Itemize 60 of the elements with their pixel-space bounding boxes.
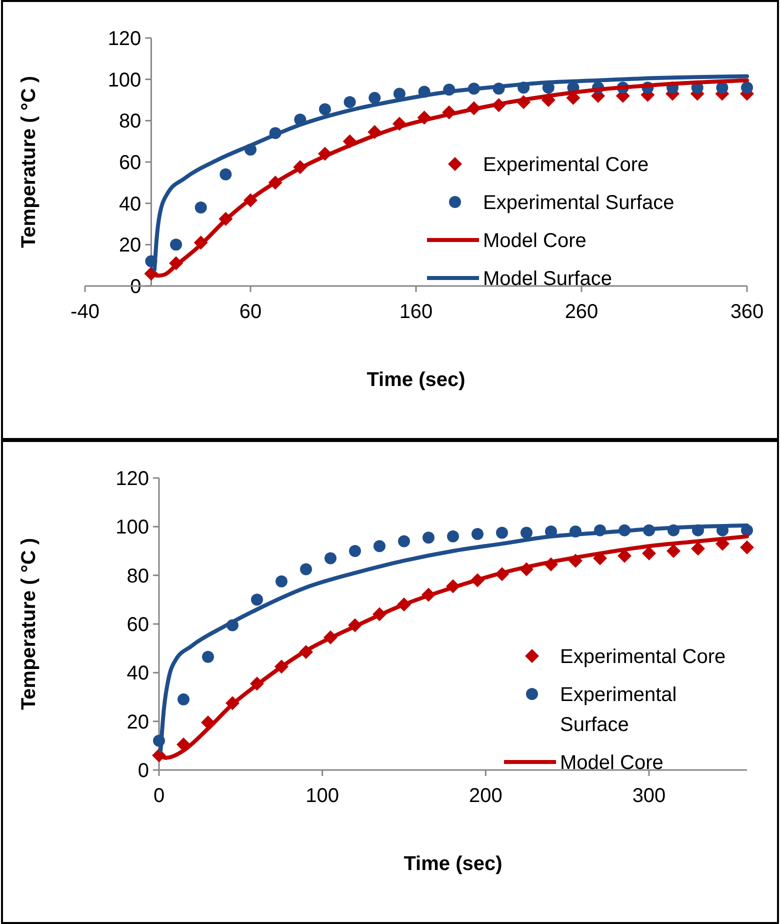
- legend-label: Experimental Core: [560, 646, 726, 668]
- x-tick-label: 160: [399, 301, 433, 323]
- x-tick-label: 200: [468, 785, 502, 807]
- y-tick-label: 100: [116, 516, 149, 539]
- point: [300, 563, 312, 576]
- x-tick-label: 60: [239, 301, 262, 323]
- x-tick-label: 100: [306, 785, 340, 807]
- y-tick-label: 80: [126, 565, 149, 588]
- point: [393, 88, 406, 100]
- y-tick-label: 120: [108, 28, 142, 50]
- point: [741, 82, 753, 94]
- y-tick-label: 80: [118, 110, 142, 133]
- x-tick-label: 300: [632, 785, 666, 807]
- y-tick-label: 60: [118, 152, 142, 174]
- point: [374, 540, 386, 552]
- legend-label: Model Surface: [483, 268, 612, 290]
- point: [220, 168, 232, 180]
- point: [251, 594, 263, 606]
- y-tick-label: 0: [138, 760, 149, 782]
- point: [324, 552, 336, 564]
- x-axis-title: Time (sec): [404, 853, 502, 875]
- x-tick-label: -40: [70, 301, 100, 323]
- point: [276, 575, 288, 588]
- point: [740, 540, 754, 554]
- point: [447, 530, 459, 542]
- y-axis-title: Temperature ( °C ): [18, 76, 40, 248]
- point: [202, 650, 214, 663]
- y-tick-label: 20: [118, 234, 142, 257]
- x-tick-label: 360: [730, 301, 764, 323]
- point: [344, 96, 356, 108]
- point: [496, 526, 508, 539]
- x-tick-label: 260: [564, 301, 598, 323]
- y-tick-label: 100: [108, 69, 142, 92]
- legend-label: Model Core: [483, 230, 586, 252]
- point: [398, 535, 410, 548]
- y-tick-label: 40: [118, 193, 142, 216]
- point: [472, 528, 484, 540]
- point: [170, 238, 182, 251]
- y-tick-label: 60: [126, 614, 149, 636]
- x-tick-label: 0: [153, 785, 165, 807]
- point: [368, 92, 381, 104]
- point: [178, 693, 190, 706]
- y-tick-label: 120: [116, 468, 149, 490]
- point: [716, 82, 728, 94]
- point: [642, 546, 656, 560]
- point: [194, 201, 207, 214]
- x-axis-title: Time (sec): [366, 369, 466, 391]
- legend-label: Experimental Surface: [560, 684, 677, 736]
- point: [422, 532, 434, 544]
- point: [318, 103, 331, 116]
- y-axis-title: Temperature ( °C ): [18, 538, 40, 710]
- point: [666, 544, 680, 558]
- point: [691, 542, 705, 556]
- point: [349, 545, 361, 557]
- y-tick-label: 20: [126, 711, 149, 734]
- y-tick-label: 40: [126, 662, 149, 685]
- point: [520, 526, 532, 539]
- legend-label: Model Core: [560, 752, 664, 774]
- legend-label: Experimental Surface: [483, 192, 674, 214]
- legend-label: Experimental Core: [483, 154, 649, 176]
